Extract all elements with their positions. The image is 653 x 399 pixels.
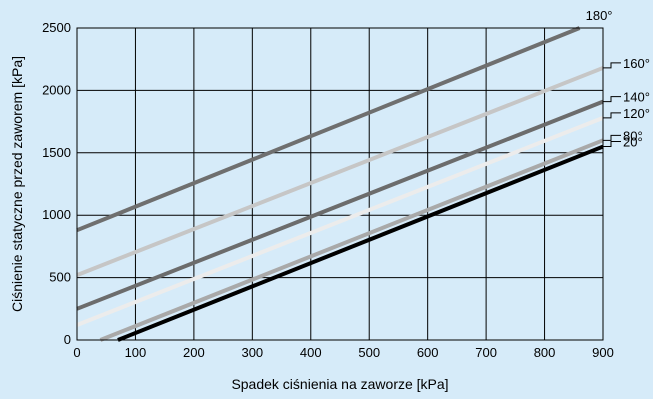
series-line [76,115,604,327]
series-labels: 180° 160° 140°120° 80°20° [586,8,650,150]
x-tick-labels: 0 100 200 300 400 500 600 700 800 900 [73,345,613,360]
x-tick-label: 400 [300,345,322,360]
series-leader-line [603,96,621,103]
series-label: 160° [623,56,650,71]
y-axis-label: Ciśnienie statyczne przed zaworem [kPa] [9,56,25,312]
x-tick-label: 100 [125,345,147,360]
y-tick-label: 1000 [42,207,71,222]
y-tick-labels: 0 500 1000 1500 2000 2500 [42,20,71,347]
series-line [117,144,604,342]
y-tick-label: 0 [64,332,71,347]
series-line [76,26,581,233]
y-tick-label: 500 [49,270,71,285]
x-tick-label: 0 [73,345,80,360]
series-label: 20° [623,135,643,150]
series-leader-line [603,112,621,119]
series-leader-line [603,141,621,148]
series-label: 140° [623,90,650,105]
series-leader-line [603,62,621,69]
series-line [76,99,604,311]
x-axis-label: Spadek ciśnienia na zaworze [kPa] [231,376,448,392]
series-line [99,138,604,342]
y-tick-label: 2000 [42,82,71,97]
x-tick-label: 600 [417,345,439,360]
y-tick-label: 2500 [42,20,71,35]
x-tick-label: 800 [534,345,556,360]
series-leader-line [603,134,621,141]
x-tick-label: 900 [592,345,614,360]
series-line [76,66,604,277]
series-label: 120° [623,106,650,121]
x-tick-label: 500 [358,345,380,360]
series-label: 80° [623,128,643,143]
plot-frame [76,27,604,341]
y-tick-label: 1500 [42,145,71,160]
plot-area [77,28,603,340]
x-tick-label: 700 [475,345,497,360]
series-label: 180° [586,8,613,23]
x-tick-label: 200 [183,345,205,360]
series-lines [76,26,604,342]
x-tick-label: 300 [241,345,263,360]
